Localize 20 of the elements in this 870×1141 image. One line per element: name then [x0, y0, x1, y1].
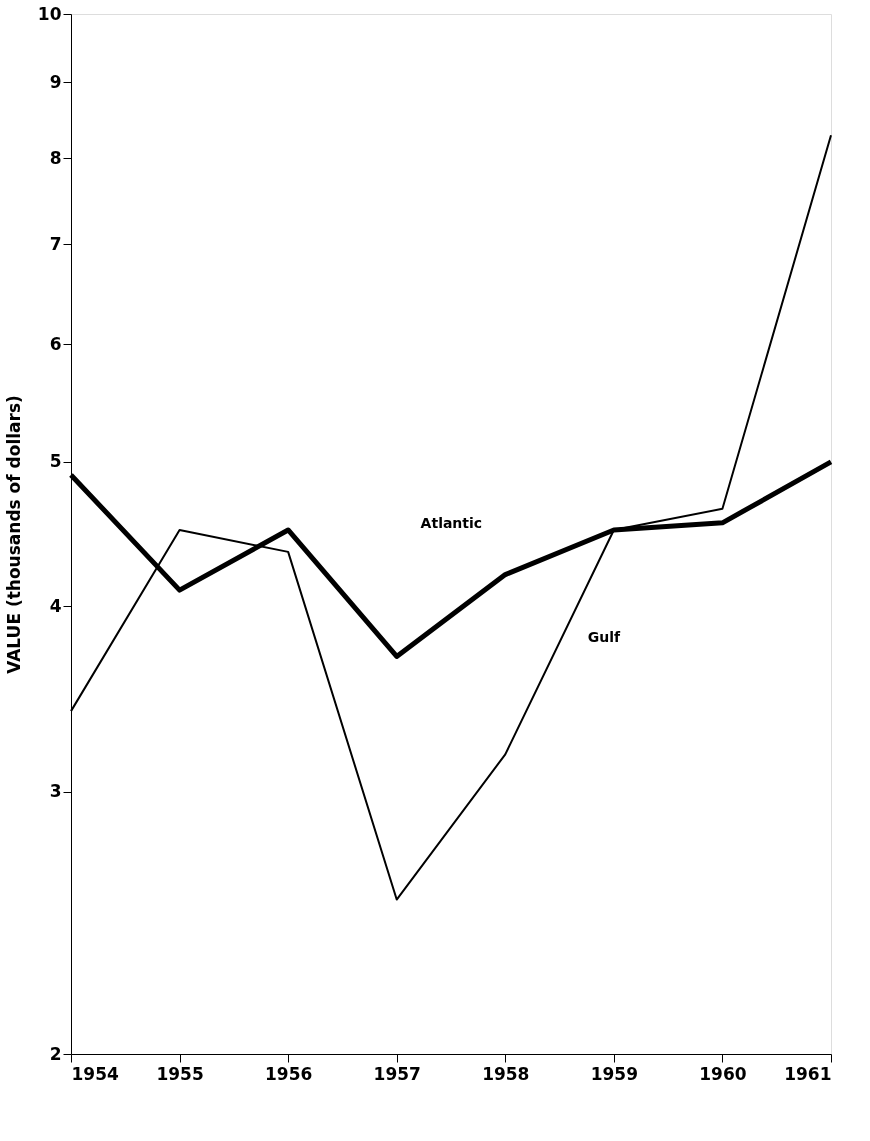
y-tick-label: 4: [49, 595, 62, 616]
y-tick-label: 10: [37, 3, 62, 24]
y-tick-label: 5: [49, 451, 62, 472]
y-tick-label: 9: [49, 71, 62, 92]
annotation: Atlantic: [420, 514, 483, 531]
annotation: Gulf: [587, 629, 622, 645]
x-tick-label: 1955: [156, 1063, 204, 1084]
y-axis-title: VALUE (thousands of dollars): [3, 395, 24, 674]
y-tick-label: 8: [49, 147, 62, 168]
y-tick-label: 3: [49, 781, 62, 802]
x-tick-label: 1957: [373, 1063, 421, 1084]
x-tick-label: 1961: [784, 1063, 832, 1084]
y-tick-label: 7: [49, 233, 62, 254]
x-tick-label: 1959: [590, 1063, 639, 1084]
x-tick-label: 1958: [482, 1063, 530, 1084]
y-tick-label: 2: [49, 1043, 62, 1064]
x-tick-label: 1956: [264, 1063, 313, 1084]
y-tick-label: 6: [49, 333, 62, 354]
x-tick-label: 1960: [699, 1063, 747, 1084]
x-tick-label: 1954: [71, 1063, 119, 1084]
